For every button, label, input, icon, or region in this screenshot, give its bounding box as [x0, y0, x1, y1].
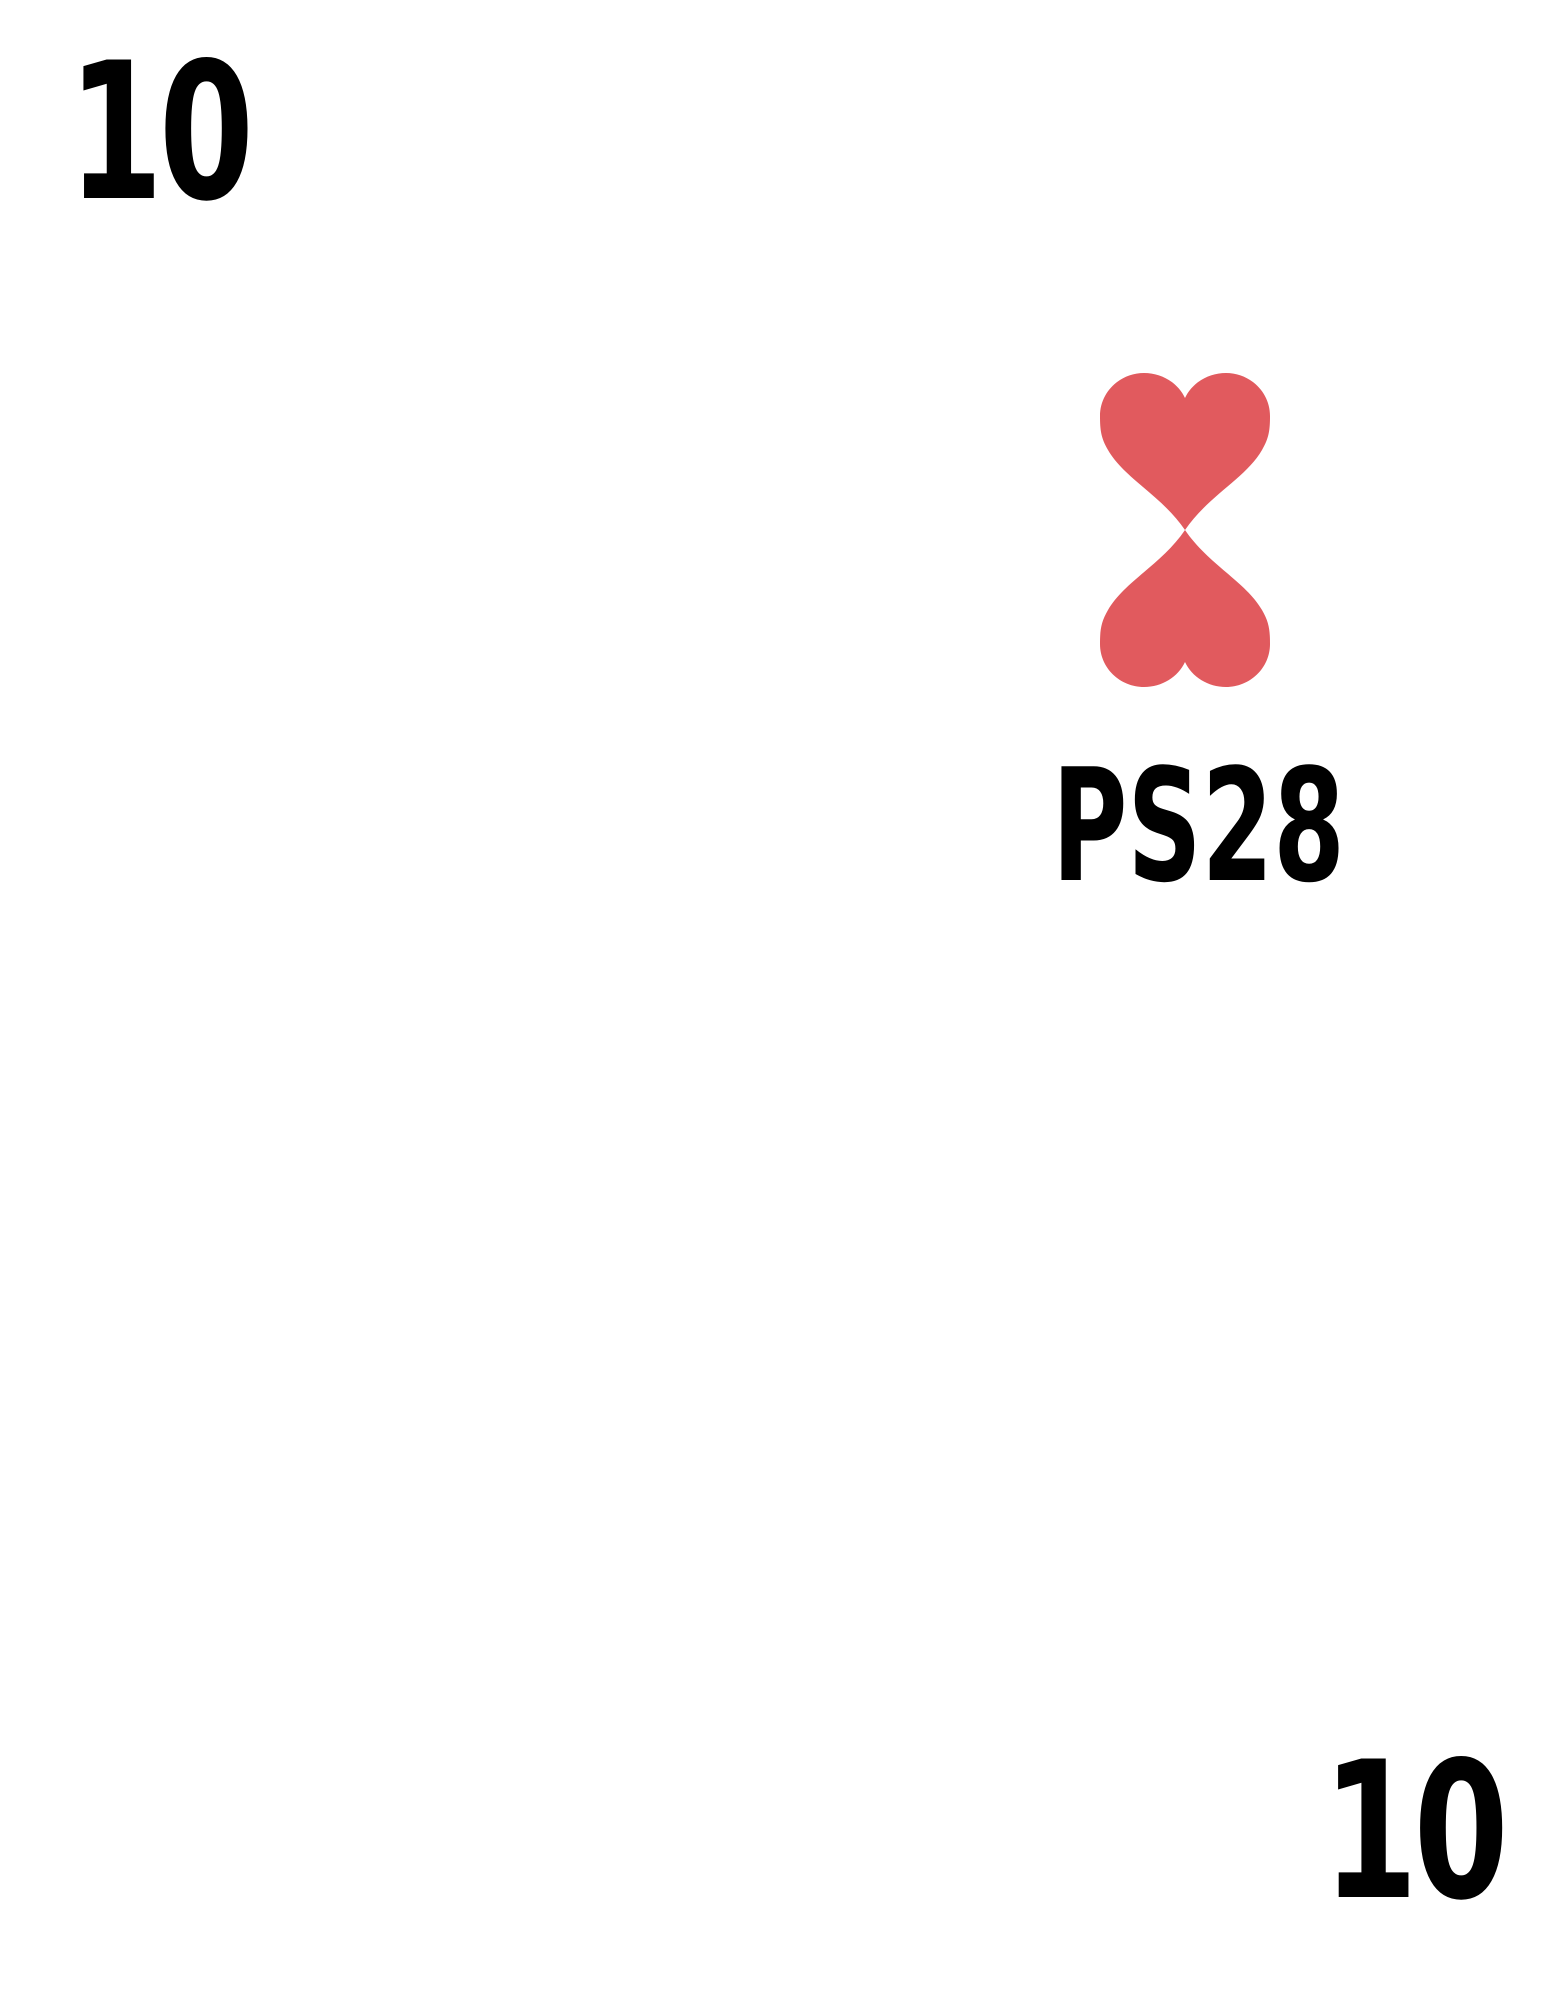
hearts-svg	[1100, 373, 1270, 687]
rank-bottom-right: 10	[1322, 1721, 1508, 1942]
heart-icon	[1100, 530, 1270, 687]
rank-top-left: 10	[68, 22, 254, 243]
card-code-label: PS28	[1052, 735, 1345, 917]
heart-icon	[1100, 373, 1270, 530]
mirrored-hearts-symbol	[1100, 370, 1270, 690]
